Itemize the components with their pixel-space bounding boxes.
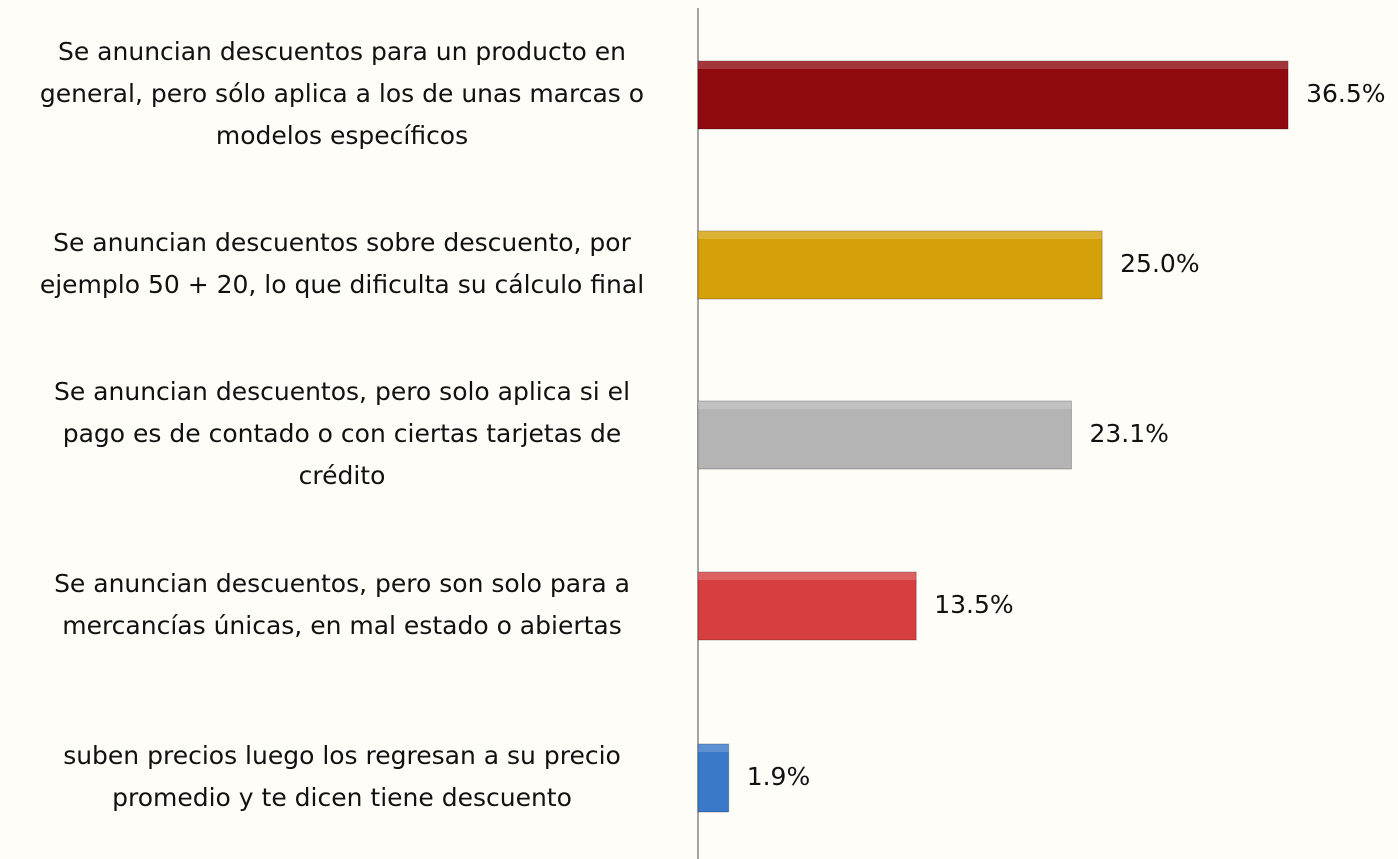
category-label: Se anuncian descuentos para un producto … — [58, 37, 626, 66]
category-label: crédito — [299, 461, 386, 490]
bar — [697, 60, 1289, 130]
bar-highlight — [698, 401, 1072, 409]
category-label: Se anuncian descuentos sobre descuento, … — [53, 228, 632, 257]
category-label: Se anuncian descuentos, pero solo aplica… — [54, 377, 630, 406]
bar — [697, 743, 730, 813]
category-label: promedio y te dicen tiene descuento — [112, 783, 572, 812]
category-label: ejemplo 50 + 20, lo que dificulta su cál… — [40, 270, 644, 299]
bar-highlight — [698, 744, 729, 752]
category-label: general, pero sólo aplica a los de unas … — [40, 79, 644, 108]
category-label: mercancías únicas, en mal estado o abier… — [62, 611, 622, 640]
value-label: 36.5% — [1306, 79, 1385, 108]
value-label: 13.5% — [934, 590, 1013, 619]
category-label: Se anuncian descuentos, pero son solo pa… — [54, 569, 630, 598]
category-label: suben precios luego los regresan a su pr… — [63, 741, 621, 770]
bar — [697, 400, 1072, 470]
value-label: 1.9% — [747, 762, 811, 791]
bar — [697, 571, 917, 641]
bar-highlight — [698, 61, 1289, 69]
category-label: pago es de contado o con ciertas tarjeta… — [63, 419, 622, 448]
category-label: modelos específicos — [216, 121, 468, 150]
bar-highlight — [698, 231, 1103, 239]
value-label: 25.0% — [1120, 249, 1199, 278]
bar — [697, 230, 1103, 300]
bar-highlight — [698, 572, 917, 580]
value-label: 23.1% — [1089, 419, 1168, 448]
